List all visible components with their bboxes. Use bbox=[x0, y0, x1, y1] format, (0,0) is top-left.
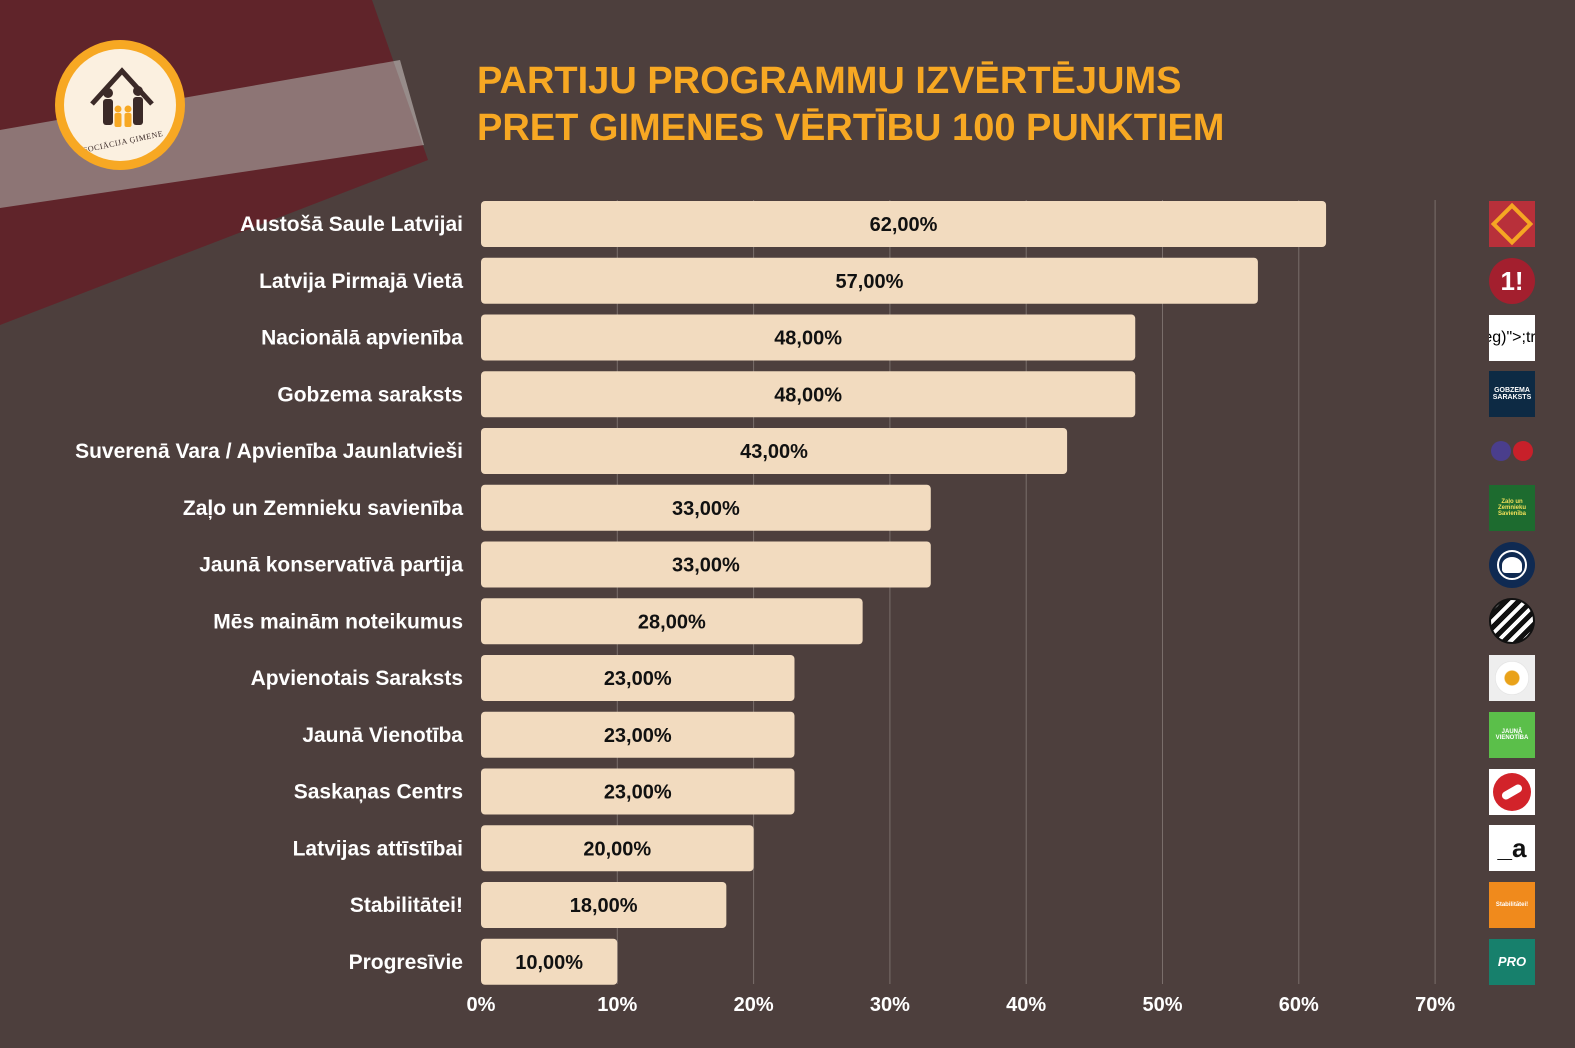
category-label: Mēs mainām noteikumus bbox=[213, 610, 463, 633]
jkp-tree-logo-icon bbox=[1489, 541, 1535, 588]
stabilitatei-logo-icon: Stabilitātei! bbox=[1489, 882, 1535, 928]
family-house-icon bbox=[90, 67, 154, 127]
austosa-saule-logo-icon bbox=[1489, 201, 1535, 247]
bar-value-label: 23,00% bbox=[604, 668, 672, 690]
bar bbox=[481, 768, 795, 815]
x-tick-label: 40% bbox=[1006, 994, 1046, 1016]
bar-value-label: 10,00% bbox=[515, 952, 583, 974]
category-label: Progresīvie bbox=[349, 951, 463, 974]
party-logo-text: PRO bbox=[1497, 954, 1527, 970]
x-tick-label: 60% bbox=[1279, 994, 1319, 1016]
saskanas-centrs-logo-icon bbox=[1489, 768, 1535, 815]
category-label: Austošā Saule Latvijai bbox=[240, 213, 463, 236]
x-tick-label: 10% bbox=[597, 994, 637, 1016]
party-logo-text: 1! bbox=[1500, 265, 1524, 296]
category-label: Stabilitātei! bbox=[350, 894, 463, 917]
bar-value-label: 20,00% bbox=[583, 838, 651, 860]
category-label: Gobzema saraksts bbox=[277, 383, 463, 406]
category-label: Jaunā konservatīvā partija bbox=[199, 554, 463, 577]
bar-value-label: 33,00% bbox=[672, 555, 740, 577]
bar bbox=[481, 484, 931, 531]
bar bbox=[481, 314, 1136, 361]
latvija-pirmaja-vieta-logo-icon: 1! bbox=[1489, 257, 1535, 304]
asociacija-gimene-logo: ASOCIĀCIJA ĢIMENE bbox=[55, 40, 185, 170]
bar-value-label: 23,00% bbox=[604, 782, 672, 804]
bar-value-label: 57,00% bbox=[836, 271, 904, 293]
bar-value-label: 43,00% bbox=[740, 441, 808, 463]
bar bbox=[481, 371, 1136, 418]
category-label: Latvijas attīstībai bbox=[293, 837, 463, 860]
bar bbox=[481, 201, 1327, 247]
bar-value-label: 33,00% bbox=[672, 498, 740, 520]
bar-value-label: 48,00% bbox=[774, 328, 842, 350]
zzs-logo-icon: Zaļo un Zemnieku Savienība bbox=[1489, 484, 1535, 531]
bar bbox=[481, 598, 863, 645]
category-label: Nacionālā apvienība bbox=[261, 327, 463, 350]
party-logo-text: GOBZEMA SARAKSTS bbox=[1492, 387, 1532, 402]
nacionala-apvieniba-logo-icon: ;transform:rotate(45deg)">;transform:rot… bbox=[1489, 314, 1535, 361]
progresivie-logo-icon: PRO bbox=[1489, 938, 1535, 985]
category-label: Jaunā Vienotība bbox=[302, 724, 463, 747]
bar bbox=[481, 711, 795, 758]
jauna-vienotiba-logo-icon: JAUNĀ VIENOTĪBA bbox=[1489, 711, 1535, 758]
bar bbox=[481, 541, 931, 588]
category-label: Saskaņas Centrs bbox=[294, 781, 463, 804]
bar bbox=[481, 938, 618, 985]
x-tick-label: 50% bbox=[1142, 994, 1182, 1016]
gobzema-saraksts-logo-icon: GOBZEMA SARAKSTS bbox=[1489, 371, 1535, 418]
bar bbox=[481, 428, 1068, 474]
party-logo-text: _a bbox=[1497, 833, 1527, 864]
bar bbox=[481, 257, 1258, 304]
bar-value-label: 28,00% bbox=[638, 611, 706, 633]
chart-title-line-2: PRET GIMENES VĒRTĪBU 100 PUNKTIEM bbox=[477, 107, 1225, 149]
category-label: Zaļo un Zemnieku savienība bbox=[183, 497, 463, 520]
chart-title-line-1: PARTIJU PROGRAMMU IZVĒRTĒJUMS bbox=[477, 60, 1182, 102]
bar bbox=[481, 825, 754, 872]
x-tick-label: 30% bbox=[870, 994, 910, 1016]
bar bbox=[481, 655, 795, 701]
x-tick-label: 0% bbox=[467, 994, 496, 1016]
suverena-vara-logo-icon bbox=[1489, 428, 1535, 474]
chart-title: PARTIJU PROGRAMMU IZVĒRTĒJUMS PRET GIMEN… bbox=[477, 58, 1224, 152]
latvijas-attistibai-logo-icon: _a bbox=[1489, 825, 1535, 872]
bar-value-label: 62,00% bbox=[870, 214, 938, 236]
mes-mainam-noteikumus-logo-icon bbox=[1489, 598, 1535, 645]
x-tick-label: 70% bbox=[1415, 994, 1455, 1016]
party-logo-text: Zaļo un Zemnieku Savienība bbox=[1497, 498, 1526, 517]
bar-value-label: 48,00% bbox=[774, 384, 842, 406]
bar bbox=[481, 882, 727, 928]
x-tick-label: 20% bbox=[734, 994, 774, 1016]
category-label: Apvienotais Saraksts bbox=[251, 667, 463, 690]
category-label: Latvija Pirmajā Vietā bbox=[259, 270, 463, 293]
bar-value-label: 18,00% bbox=[570, 895, 638, 917]
party-logo-text: Stabilitātei! bbox=[1495, 902, 1529, 908]
bar-value-label: 23,00% bbox=[604, 725, 672, 747]
category-label: Suverenā Vara / Apvienība Jaunlatvieši bbox=[75, 440, 463, 463]
apvienotais-saraksts-daisy-icon bbox=[1489, 655, 1535, 701]
party-logo-text: JAUNĀ VIENOTĪBA bbox=[1495, 728, 1529, 741]
